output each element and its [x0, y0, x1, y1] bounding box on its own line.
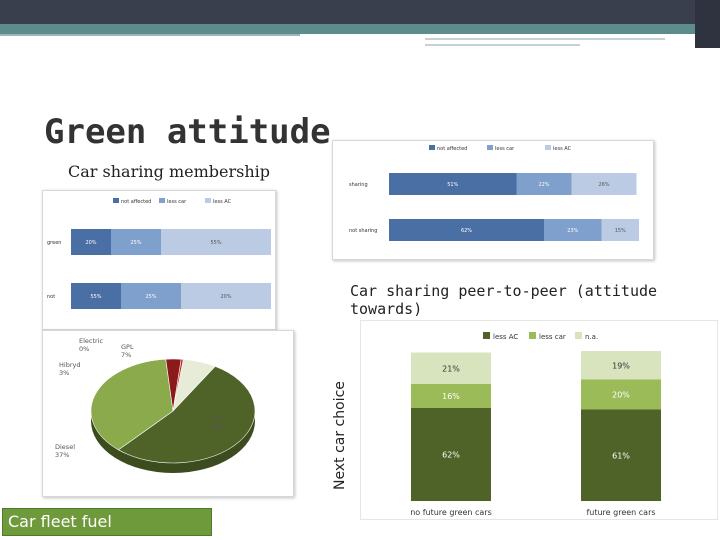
sharing-chart: not affected less car less AC sharing 51% 22%…	[349, 145, 639, 241]
legend-label: less AC	[493, 333, 518, 341]
data-label: 51%	[447, 182, 458, 188]
data-label: 62%	[442, 451, 460, 460]
legend-label: less car	[539, 333, 566, 341]
bar-segment	[161, 229, 271, 255]
bar-segment	[389, 173, 517, 195]
pie-slice	[90, 358, 174, 451]
legend-label: not affected	[121, 199, 151, 205]
pie-label: Hibryd	[59, 361, 80, 369]
data-label: 16%	[442, 392, 460, 401]
pie-label: 7%	[121, 351, 131, 359]
data-label: 20%	[220, 294, 231, 300]
data-label: 25%	[130, 240, 141, 246]
legend-swatch	[159, 198, 165, 203]
legend-label: less car	[167, 199, 187, 205]
data-label: 23%	[567, 228, 578, 234]
car-fleet-fuel-button[interactable]: Car fleet fuel	[2, 508, 212, 536]
bar-segment	[411, 384, 491, 408]
data-label: 15%	[615, 228, 626, 234]
data-label: 21%	[442, 364, 460, 373]
pie-label: Diesel	[55, 443, 75, 451]
data-label: 20%	[612, 391, 630, 400]
header-band	[0, 0, 720, 24]
pie-label: 3%	[59, 369, 69, 377]
data-label: 62%	[461, 228, 472, 234]
bar-segment	[71, 229, 111, 255]
category-label: sharing	[349, 182, 368, 188]
legend-swatch	[545, 145, 551, 150]
decor-stripe	[425, 44, 580, 46]
p2p-subtitle: Car sharing peer-to-peer (attitude towar…	[350, 282, 658, 318]
bar-segment	[581, 379, 661, 410]
data-label: 55%	[210, 240, 221, 246]
bar-segment	[111, 229, 161, 255]
legend-swatch	[487, 145, 493, 150]
bar-segment	[411, 408, 491, 501]
legend-label: not affected	[437, 146, 467, 152]
bar-segment	[71, 283, 121, 309]
sharing-chart-frame: not affected less car less AC sharing 51% 22%…	[332, 140, 654, 260]
legend-swatch	[113, 198, 119, 203]
data-label: 19%	[612, 361, 630, 370]
data-label: 55%	[90, 294, 101, 300]
legend-swatch	[575, 332, 582, 339]
membership-chart-frame: not affected less car less AC green 20% 25% 55…	[42, 190, 276, 330]
legend-swatch	[205, 198, 211, 203]
data-label: 61%	[612, 451, 630, 460]
legend-swatch	[529, 332, 536, 339]
fleet-chart-frame: ICE 53% Diesel 37% Hibryd 3% Electric 0% GPL 7%	[42, 330, 294, 497]
corner-mark	[695, 0, 720, 48]
pie-slice	[117, 366, 256, 464]
next-car-vertical-label: Next car choice	[332, 381, 348, 490]
legend-swatch	[483, 332, 490, 339]
bar-segment	[544, 219, 602, 241]
membership-chart: not affected less car less AC green 20% 25% 55…	[47, 198, 271, 309]
data-label: 22%	[538, 182, 549, 188]
pie-label: 0%	[79, 345, 89, 353]
bar-segment	[389, 219, 544, 241]
bar-segment	[581, 351, 661, 380]
bar-segment	[581, 409, 661, 501]
pie-label: Electric	[79, 337, 104, 345]
bar-segment	[516, 173, 572, 195]
pie-label: GPL	[121, 343, 134, 351]
pie-slice	[172, 358, 184, 412]
data-label: 26%	[598, 182, 609, 188]
bar-segment	[411, 352, 491, 384]
page-title: Green attitude	[44, 112, 331, 152]
category-label: future green cars	[586, 508, 655, 517]
pie-label: 53%	[211, 423, 225, 431]
header-accent-band	[0, 24, 720, 34]
category-label: not sharing	[349, 228, 377, 234]
bar-segment	[121, 283, 181, 309]
membership-subtitle: Car sharing membership	[68, 162, 271, 181]
next-car-chart-frame: less AC less car n.a. 62% 16% 21% no future gr…	[360, 320, 718, 520]
pie-label: ICE	[211, 415, 222, 423]
legend-label: less AC	[553, 146, 572, 152]
category-label: not	[47, 294, 55, 300]
category-label: no future green cars	[410, 508, 492, 517]
legend-label: less AC	[213, 199, 232, 205]
next-car-chart: less AC less car n.a. 62% 16% 21% no future gr…	[410, 332, 661, 517]
decor-stripe	[0, 34, 300, 36]
legend-label: less car	[495, 146, 515, 152]
bar-segment	[571, 173, 637, 195]
legend-label: n.a.	[585, 333, 598, 341]
category-label: green	[47, 240, 61, 246]
bar-segment	[601, 219, 639, 241]
data-label: 20%	[85, 240, 96, 246]
decor-stripe	[425, 38, 665, 40]
pie-label: 37%	[55, 451, 69, 459]
data-label: 25%	[145, 294, 156, 300]
bar-segment	[181, 283, 271, 309]
legend-swatch	[429, 145, 435, 150]
